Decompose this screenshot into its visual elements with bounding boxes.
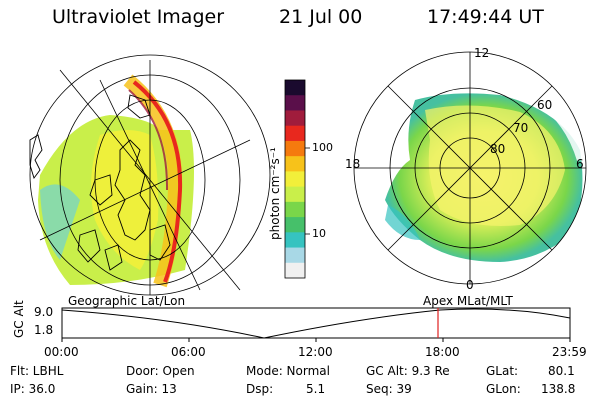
timeline-y-label: GC Alt bbox=[12, 300, 26, 338]
meridian-4 bbox=[99, 79, 201, 291]
mlat-label-60: 60 bbox=[537, 98, 553, 112]
mlat-label-70: 70 bbox=[513, 121, 529, 135]
colorbar-band bbox=[285, 262, 305, 279]
colorbar-band bbox=[285, 232, 305, 249]
mlt-label-6: 6 bbox=[576, 157, 584, 171]
mlat-label-80: 80 bbox=[490, 142, 506, 156]
meridian-2 bbox=[39, 139, 251, 241]
altitude-curve bbox=[61, 308, 571, 339]
colorbar-band bbox=[285, 140, 305, 157]
colorbar-band bbox=[285, 110, 305, 127]
coastlines bbox=[29, 94, 171, 271]
geographic-map bbox=[29, 54, 271, 296]
colorbar-frame bbox=[284, 79, 306, 279]
status-dsp-value: 5.1 bbox=[306, 382, 326, 396]
colorbar-band bbox=[285, 95, 305, 111]
time-label: 17:49:44 UT bbox=[427, 6, 544, 28]
oval-gap bbox=[537, 95, 586, 162]
left-panel-caption: Geographic Lat/Lon bbox=[68, 294, 186, 308]
colorbar-band bbox=[285, 217, 305, 233]
colorbar-label-100: 100 bbox=[312, 141, 333, 154]
status-door: Door: Open bbox=[126, 364, 195, 378]
instrument-title: Ultraviolet Imager bbox=[52, 6, 225, 28]
limb-arc-inner bbox=[128, 89, 169, 191]
status-mode: Mode: Normal bbox=[246, 364, 330, 378]
colorbar-band bbox=[285, 156, 305, 172]
mlt-label-12: 12 bbox=[474, 46, 490, 60]
colorbar-band bbox=[285, 247, 305, 264]
status-seq: Seq: 39 bbox=[366, 382, 412, 396]
status-glat-value: 80.1 bbox=[548, 364, 575, 378]
status-gain: Gain: 13 bbox=[126, 382, 177, 396]
limb-arc bbox=[132, 80, 183, 283]
mlt-diag-2 bbox=[387, 85, 553, 251]
colorbar-band bbox=[285, 186, 305, 203]
status-filter: Flt: LBHL bbox=[10, 364, 64, 378]
timeline-y-tick-high: 9.0 bbox=[34, 305, 54, 319]
date-label: 21 Jul 00 bbox=[279, 6, 363, 28]
status-glat-label: GLat: bbox=[486, 364, 519, 378]
timeline-ticks bbox=[61, 338, 571, 342]
colorbar-band bbox=[285, 80, 305, 96]
timeline-x-tick-2359: 23:59 bbox=[552, 345, 587, 359]
auroral-oval-edge bbox=[385, 205, 420, 240]
mlt-label-0: 0 bbox=[466, 278, 474, 292]
status-ip: IP: 36.0 bbox=[10, 382, 56, 396]
mlt-label-18: 18 bbox=[345, 157, 361, 171]
limb-glow bbox=[123, 74, 183, 288]
timeline-x-tick-1200: 12:00 bbox=[298, 345, 333, 359]
colorbar-band bbox=[285, 171, 305, 188]
timeline-y-tick-low: 1.8 bbox=[34, 323, 54, 337]
colorbar-unit-label: photon cm⁻²s⁻¹ bbox=[268, 147, 282, 240]
geo-grid bbox=[29, 54, 271, 296]
timeline-x-tick-0000: 00:00 bbox=[44, 345, 79, 359]
status-glon-label: GLon: bbox=[486, 382, 521, 396]
timeline-plot bbox=[61, 307, 571, 342]
timeline-x-tick-1800: 18:00 bbox=[425, 345, 460, 359]
colorbar-band bbox=[285, 201, 305, 218]
colorbar bbox=[284, 79, 310, 279]
colorbar-label-10: 10 bbox=[312, 227, 326, 240]
auroral-oval-bright bbox=[425, 105, 565, 226]
timeline-frame bbox=[61, 307, 571, 339]
polar-grid bbox=[353, 51, 587, 285]
status-glon-value: 138.8 bbox=[541, 382, 576, 396]
timeline-x-tick-0600: 06:00 bbox=[171, 345, 206, 359]
status-dsp-label: Dsp: bbox=[246, 382, 274, 396]
status-gc-alt: GC Alt: 9.3 Re bbox=[366, 364, 450, 378]
polar-plot bbox=[353, 51, 587, 285]
colorbar-band bbox=[285, 125, 305, 142]
right-panel-caption: Apex MLat/MLT bbox=[423, 294, 513, 308]
